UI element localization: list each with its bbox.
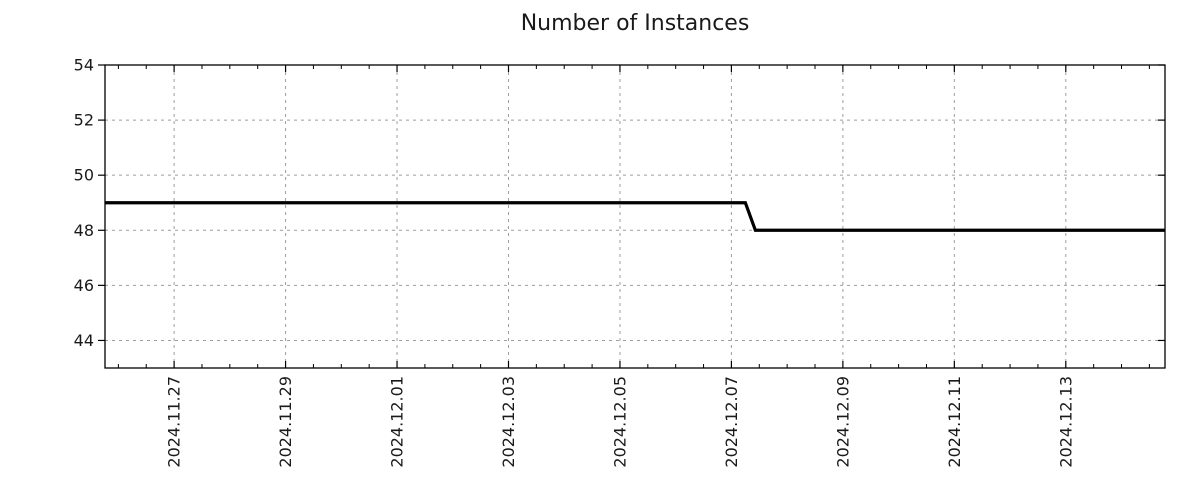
x-tick-label: 2024.11.27 (165, 376, 184, 468)
x-tick-label: 2024.12.01 (388, 376, 407, 468)
x-tick-label: 2024.12.11 (945, 376, 964, 468)
x-tick-label: 2024.11.29 (276, 376, 295, 468)
plot-border (104, 64, 1166, 369)
x-tick-label: 2024.12.03 (499, 376, 518, 468)
y-tick-label: 52 (74, 111, 94, 130)
y-tick-label: 44 (74, 331, 94, 350)
y-tick-label: 50 (74, 166, 94, 185)
y-tick-label: 54 (74, 56, 94, 75)
y-tick-label: 48 (74, 221, 94, 240)
chart-title: Number of Instances (520, 11, 750, 36)
series-line-instances (105, 201, 1165, 232)
x-tick-label: 2024.12.05 (610, 376, 629, 468)
x-tick-label: 2024.12.09 (833, 376, 852, 468)
y-tick-label: 46 (74, 276, 94, 295)
x-tick-label: 2024.12.07 (722, 376, 741, 468)
x-tick-label: 2024.12.13 (1056, 376, 1075, 468)
